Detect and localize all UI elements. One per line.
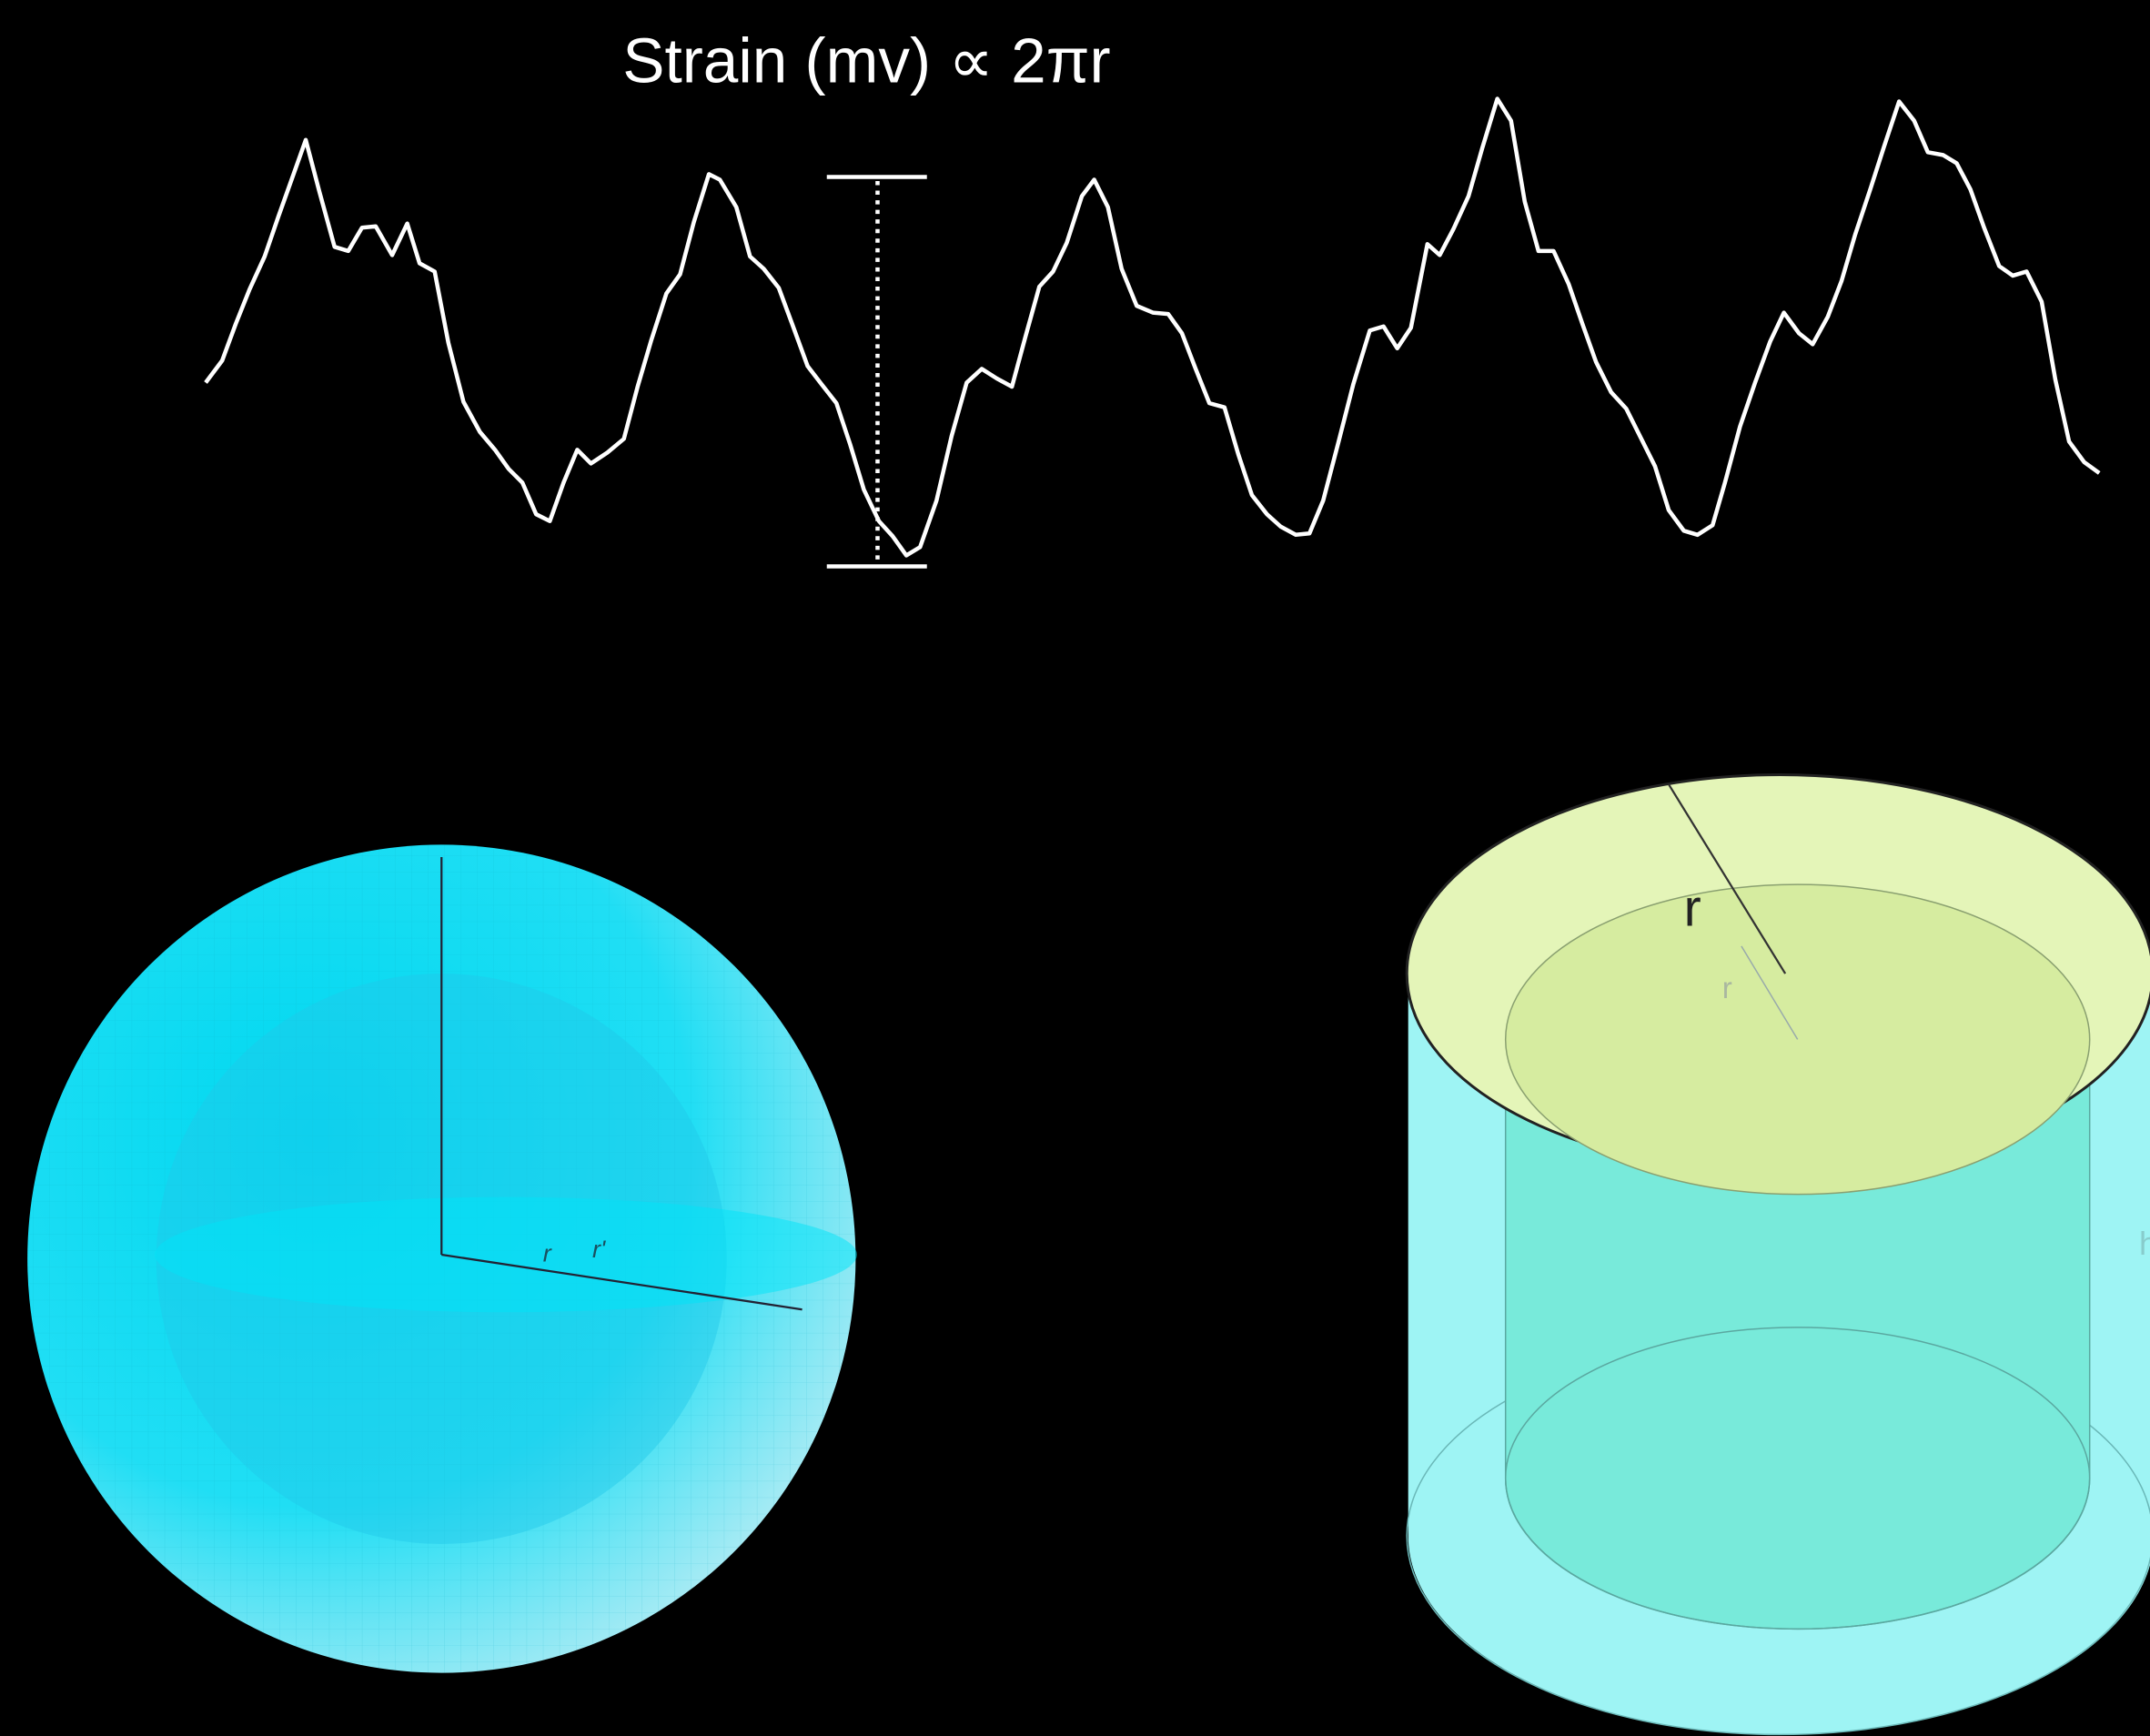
cylinder-label: r [1684,879,1701,937]
title: Strain (mv) ∝ 2πr [622,25,1110,96]
equator [155,1197,857,1313]
page: {"title": "Strain (mv) ∝ 2πr", "sphere":… [0,0,2150,1736]
sphere-label: r [543,1239,552,1267]
cylinder-label: h [2139,1225,2150,1262]
cylinder: r r h [1407,775,2150,1735]
sphere-label: r' [592,1235,606,1263]
cylinder-label: r [1722,972,1732,1005]
sphere: r r' [27,844,857,1672]
slide: Strain (mv) ∝ 2πr r r' r r h [0,0,2150,1736]
